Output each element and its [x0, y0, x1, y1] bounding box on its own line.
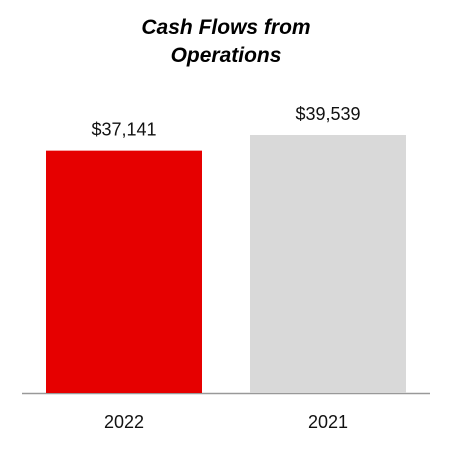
- chart-title: Cash Flows from Operations: [141, 16, 311, 67]
- bar: [46, 150, 202, 393]
- value-label: $37,141: [91, 119, 156, 139]
- bar: [250, 135, 406, 393]
- x-tick-label: 2021: [308, 412, 348, 432]
- x-tick-label: 2022: [104, 412, 144, 432]
- value-label: $39,539: [295, 104, 360, 124]
